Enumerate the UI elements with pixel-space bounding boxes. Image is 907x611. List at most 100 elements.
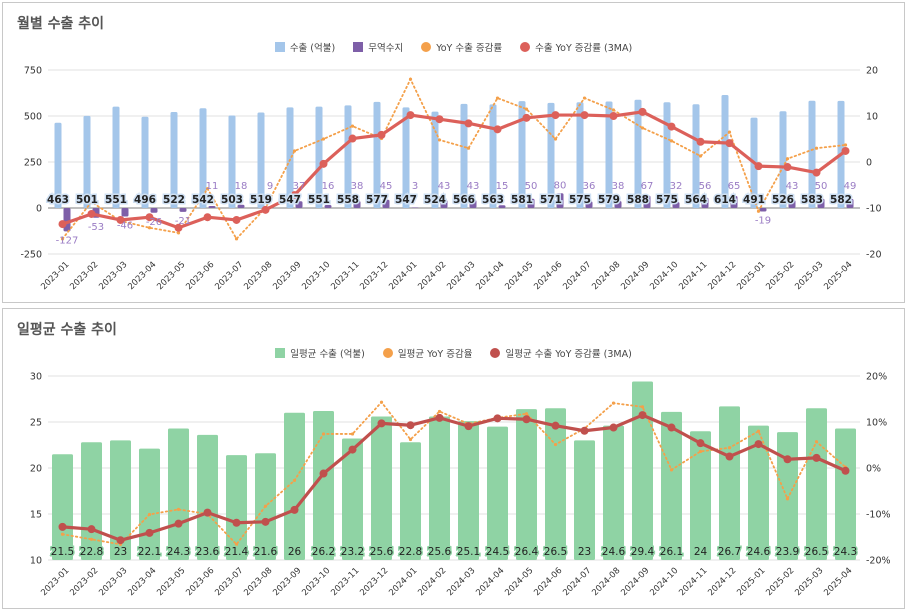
bar [576,102,584,208]
bar [141,116,149,208]
right-axis-tick: -10% [866,510,891,521]
x-axis-tick: 2023-02 [68,566,100,598]
x-axis-tick: 2025-03 [793,566,825,598]
x-axis-tick: 2025-01 [735,260,767,292]
right-axis-tick: 20% [866,372,887,383]
x-axis-tick: 2023-11 [329,260,361,292]
trade-balance-data-label: 50 [525,181,538,192]
yoy-3ma-point [812,453,821,462]
legend-item-daily-yoy-3ma[interactable]: 일평균 수출 YoY 증감률 (3MA) [490,346,632,360]
right-axis-tick: -20% [866,556,891,567]
legend-swatch [382,348,393,358]
yoy-point [785,497,790,501]
x-axis-tick: 2023-05 [155,260,187,292]
yoy-point [176,231,181,235]
bar [168,428,189,560]
x-axis-tick: 2024-05 [503,260,535,292]
yoy-point [89,537,94,541]
yoy-3ma-point [348,134,357,143]
x-axis-tick: 2025-02 [764,260,796,292]
x-axis-tick: 2024-07 [561,260,593,292]
bar-data-label: 22.1 [138,546,161,558]
bar-data-label: 526 [772,194,794,206]
bar [54,122,62,208]
yoy-point [814,440,819,444]
legend-item-daily-yoy[interactable]: 일평균 YoY 증감율 [382,346,472,360]
bar [110,440,131,560]
bar [469,200,477,208]
yoy-3ma-point [841,146,850,155]
legend-item-trade-balance[interactable]: 무역수지 [353,40,403,54]
yoy-3ma-point [58,220,67,229]
yoy-point [727,446,732,450]
x-axis-tick: 2024-12 [706,260,738,292]
bar-data-label: 579 [598,194,620,206]
yoy-point [89,200,94,204]
yoy-3ma-point [696,439,705,448]
bar [489,104,497,208]
bar [81,442,102,560]
yoy-3ma-point [464,422,473,431]
bar [692,104,700,208]
legend-item-daily-export[interactable]: 일평균 수출 (억불) [275,346,365,360]
bar-data-label: 491 [743,194,765,206]
legend-label: 수출 YoY 증감률 (3MA) [535,43,633,54]
x-axis-tick: 2023-12 [358,566,390,598]
bar-data-label: 24 [694,546,708,558]
yoy-point [698,154,703,158]
x-axis-tick: 2025-02 [764,566,796,598]
x-axis-tick: 2023-07 [213,260,245,292]
yoy-point [350,124,355,128]
yoy-3ma-point [58,522,67,531]
legend-item-yoy-3ma[interactable]: 수출 YoY 증감률 (3MA) [520,40,632,54]
bar [83,115,91,208]
x-axis-tick: 2023-08 [242,566,274,598]
yoy-3ma-point [87,525,96,534]
yoy-point [669,139,674,143]
bar [170,111,178,208]
yoy-point [205,187,210,191]
x-axis-tick: 2023-11 [329,566,361,598]
trade-balance-data-label: 43 [786,181,799,192]
legend: 수출 (억불) 무역수지 YoY 수출 증감률 수출 YoY 증감률 (3MA) [3,40,904,54]
legend-item-yoy[interactable]: YoY 수출 증감률 [421,40,502,54]
bar-data-label: 571 [540,194,562,206]
yoy-3ma-point [522,415,531,424]
trade-balance-data-label: 11 [206,181,219,192]
yoy-3ma-point [261,517,270,526]
legend-item-export[interactable]: 수출 (억불) [274,40,335,54]
yoy-point [60,532,65,536]
bar-data-label: 23 [114,546,127,558]
bar [52,454,73,560]
yoy-point [611,108,616,112]
yoy-3ma-point [493,125,502,134]
yoy-3ma-point [145,213,154,222]
trade-balance-data-label: 45 [380,181,393,192]
yoy-3ma-point [696,137,705,146]
x-axis-tick: 2024-03 [445,260,477,292]
yoy-point [698,449,703,454]
x-axis-tick: 2024-06 [532,260,564,292]
bar [353,201,361,208]
bar-data-label: 547 [279,194,301,206]
yoy-3ma-point [580,111,589,120]
yoy-3ma-point [580,426,589,435]
x-axis-tick: 2023-10 [300,566,332,598]
yoy-line [61,77,847,241]
bar-data-label: 25.6 [370,546,394,558]
trade-balance-data-label: -127 [56,235,79,246]
trade-balance-data-label: -26 [146,217,162,228]
trade-balance-data-label: 43 [467,181,480,192]
yoy-3ma-point [290,505,299,514]
yoy-point [524,107,529,111]
legend-swatch [421,42,432,52]
bar-data-label: 522 [163,194,185,206]
bar [458,421,479,560]
bar [324,205,332,208]
yoy-3ma-point [667,423,676,432]
yoy-3ma-point [377,130,386,139]
x-axis-tick: 2025-04 [822,566,854,598]
right-axis-tick: -20 [866,250,882,261]
yoy-point [785,157,790,161]
right-axis-tick: -10 [866,204,882,215]
